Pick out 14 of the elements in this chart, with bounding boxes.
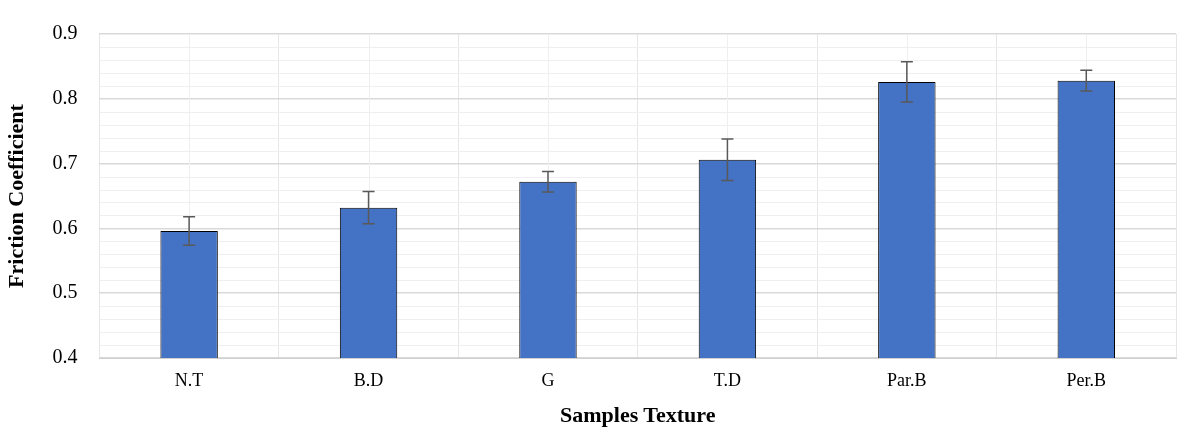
x-axis-title: Samples Texture — [559, 402, 716, 428]
y-tick-label: 0.5 — [52, 280, 78, 303]
y-tick-label: 0.8 — [52, 86, 78, 109]
y-tick-label: 0.7 — [52, 150, 78, 173]
y-tick-label: 0.4 — [52, 345, 78, 368]
x-tick-label: B.D — [353, 369, 384, 390]
y-axis-title: Friction Coefficient — [2, 103, 28, 288]
x-tick-label: Par.B — [887, 369, 927, 390]
y-tick-label: 0.6 — [52, 215, 78, 238]
x-tick-label: Per.B — [1066, 369, 1107, 390]
x-tick-label: G — [541, 369, 555, 390]
y-tick-label: 0.9 — [52, 21, 78, 44]
x-tick-label: T.D — [713, 369, 741, 390]
x-tick-label: N.T — [174, 369, 204, 390]
